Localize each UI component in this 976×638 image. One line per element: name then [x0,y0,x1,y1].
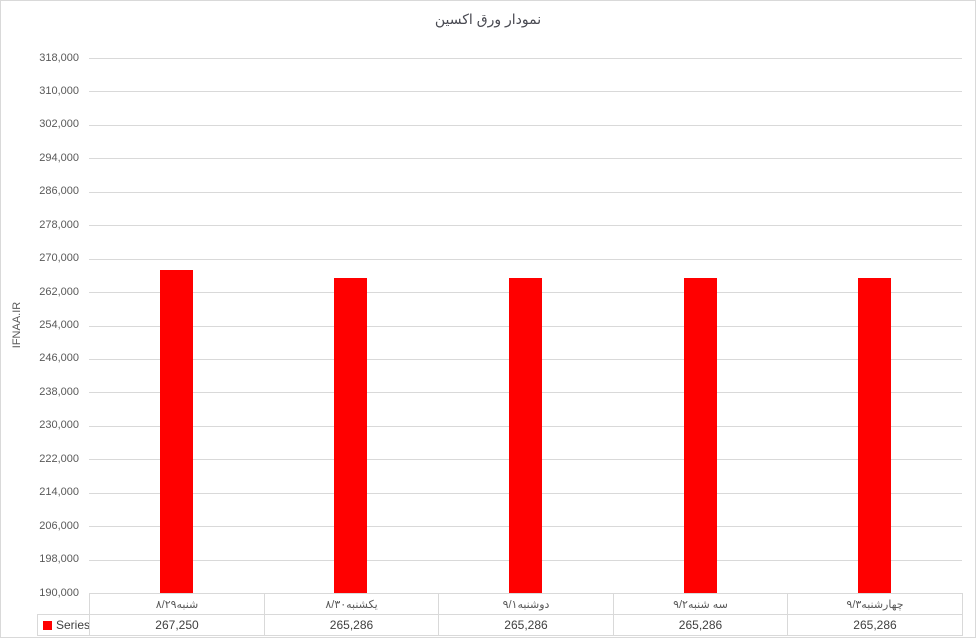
chart-title: نمودار ورق اکسین [434,11,542,27]
value-cell: 267,250 [89,614,265,636]
y-tick-label: 222,000 [39,453,79,465]
y-tick-label: 230,000 [39,419,79,431]
category-cell: سه شنبه۹/۲ [613,593,788,615]
bar-series1 [334,278,367,593]
y-tick-label: 214,000 [39,486,79,498]
y-tick-label: 238,000 [39,386,79,398]
gridline [89,158,962,159]
y-tick-label: 286,000 [39,185,79,197]
category-cell: شنبه۸/۲۹ [89,593,265,615]
bar-series1 [858,278,891,593]
value-cell: 265,286 [787,614,963,636]
value-cell: 265,286 [438,614,614,636]
gridline [89,125,962,126]
bar-series1 [684,278,717,593]
value-cell: 265,286 [613,614,788,636]
legend-label: Series1 [56,618,97,632]
gridline [89,192,962,193]
bar-series1 [160,270,193,593]
y-tick-label: 206,000 [39,520,79,532]
y-tick-label: 302,000 [39,118,79,130]
gridline [89,91,962,92]
gridline [89,259,962,260]
category-cell: یکشنبه۸/۳۰ [264,593,439,615]
category-cell: دوشنبه۹/۱ [438,593,614,615]
legend: Series1 [37,614,97,636]
y-tick-label: 310,000 [39,85,79,97]
gridline [89,225,962,226]
plot-area [89,58,962,594]
y-tick-label: 278,000 [39,219,79,231]
y-tick-label: 198,000 [39,553,79,565]
value-cell: 265,286 [264,614,439,636]
y-tick-label: 254,000 [39,319,79,331]
series1-color-swatch-icon [43,620,52,630]
y-tick-label: 190,000 [39,587,79,599]
gridline [89,58,962,59]
y-tick-label: 246,000 [39,352,79,364]
category-cell: چهارشنبه۹/۳ [787,593,963,615]
y-tick-label: 318,000 [39,52,79,64]
y-tick-label: 294,000 [39,152,79,164]
y-tick-label: 262,000 [39,286,79,298]
bar-series1 [509,278,542,593]
y-tick-label: 270,000 [39,252,79,264]
